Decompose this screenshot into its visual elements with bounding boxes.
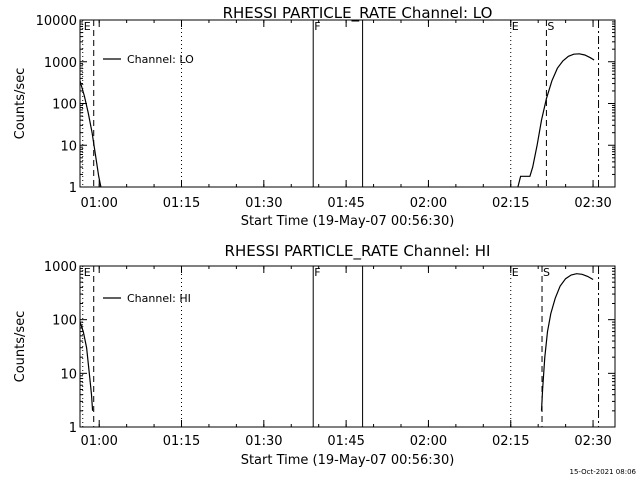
chart0-xtick-label: 02:30 <box>574 196 611 211</box>
chart1-event-label: S <box>543 266 550 279</box>
chart0-xlabel: Start Time (19-May-07 00:56:30) <box>241 214 455 229</box>
footer-timestamp: 15-Oct-2021 08:06 <box>570 468 637 476</box>
chart0-xtick-label: 01:00 <box>80 196 117 211</box>
chart0-xtick-label: 01:15 <box>163 196 200 211</box>
chart0-ylabel: Counts/sec <box>13 68 28 140</box>
chart0-xtick-label: 02:15 <box>492 196 529 211</box>
chart1-event-label: E <box>84 266 91 279</box>
chart1-event-label: F <box>314 266 320 279</box>
chart0-event-label: E <box>512 20 519 33</box>
chart1-title: RHESSI PARTICLE_RATE Channel: HI <box>225 242 491 261</box>
chart1-ytick-label: 1000 <box>44 260 77 275</box>
chart1-xtick-label: 01:00 <box>80 434 117 449</box>
chart1-xtick-label: 01:45 <box>327 434 364 449</box>
chart1-xtick-label: 02:00 <box>410 434 447 449</box>
chart1-legend-label: Channel: HI <box>127 292 191 305</box>
chart0-series-0-segment-0 <box>79 80 102 188</box>
chart0-series-0-segment-1 <box>517 53 595 188</box>
chart1-ytick-label: 10 <box>60 367 77 382</box>
chart0-plot-frame <box>79 19 616 188</box>
chart0-event-label: S <box>547 20 554 33</box>
chart0-xtick-label: 02:00 <box>410 196 447 211</box>
chart1-ytick-label: 1 <box>69 421 77 436</box>
chart1-plot-frame <box>79 265 616 428</box>
chart0-ytick-label: 10 <box>60 139 77 154</box>
chart0-event-label: E <box>84 20 91 33</box>
chart0-ytick-label: 1000 <box>44 56 77 71</box>
chart0-ytick-label: 1 <box>69 181 77 196</box>
chart0-title: RHESSI PARTICLE_RATE Channel: LO <box>223 4 493 23</box>
chart1-series-0-segment-1 <box>540 273 594 411</box>
chart1-xtick-label: 02:30 <box>574 434 611 449</box>
chart0-ytick-label: 10000 <box>36 14 77 29</box>
chart0-legend-label: Channel: LO <box>127 53 194 66</box>
chart1-ylabel: Counts/sec <box>13 311 28 383</box>
chart1-xlabel: Start Time (19-May-07 00:56:30) <box>241 453 455 468</box>
chart1-event-label: E <box>512 266 519 279</box>
chart1-ytick-label: 100 <box>52 314 77 329</box>
chart0-ytick-label: 100 <box>52 98 77 113</box>
chart1-xtick-label: 01:15 <box>163 434 200 449</box>
chart0-xtick-label: 01:30 <box>245 196 282 211</box>
chart0-xtick-label: 01:45 <box>327 196 364 211</box>
chart0-event-label: F <box>314 20 320 33</box>
chart1-xtick-label: 02:15 <box>492 434 529 449</box>
chart1-series-0-segment-0 <box>79 321 94 411</box>
chart1-xtick-label: 01:30 <box>245 434 282 449</box>
